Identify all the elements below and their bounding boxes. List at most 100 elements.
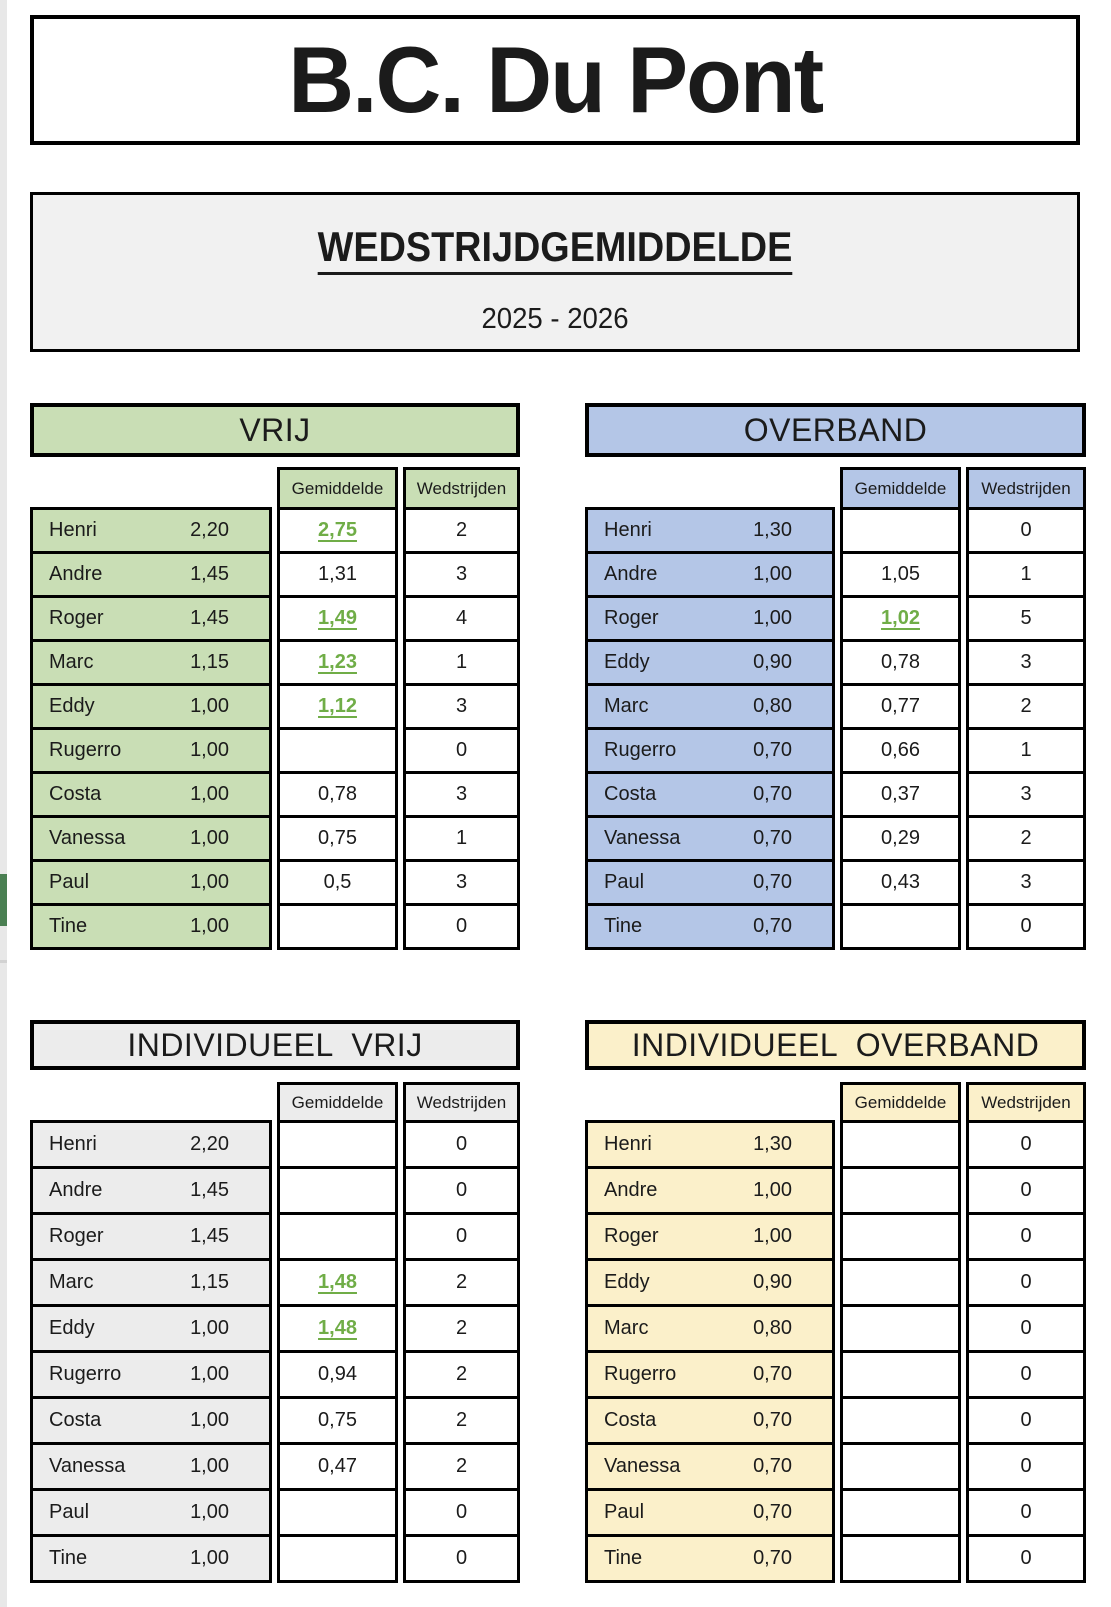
- player-name: Andre: [49, 563, 103, 585]
- gemiddelde-cell: 1,12: [277, 683, 398, 730]
- gemiddelde-cell: 1,48: [277, 1304, 398, 1353]
- player-handicap: 1,45: [190, 1179, 229, 1201]
- player-cell: Andre 1,45: [30, 1166, 272, 1215]
- wedstrijden-cell: 2: [966, 683, 1086, 730]
- player-name: Costa: [49, 783, 102, 805]
- player-name: Paul: [49, 871, 90, 893]
- gemiddelde-cell: [840, 1304, 961, 1353]
- wedstrijden-value: 2: [455, 1409, 468, 1431]
- gemiddelde-cell: 0,29: [840, 815, 961, 862]
- player-name: Tine: [604, 1547, 643, 1569]
- wedstrijden-cell: 2: [966, 815, 1086, 862]
- wedstrijden-value: 0: [455, 1225, 468, 1247]
- player-name: Costa: [49, 1409, 102, 1431]
- gemiddelde-column: Gemiddelde: [840, 1082, 961, 1583]
- gemiddelde-cell: [277, 1212, 398, 1261]
- player-name: Henri: [604, 1133, 652, 1155]
- wedstrijden-value: 1: [1020, 563, 1032, 585]
- wedstrijden-cell: 4: [403, 595, 520, 642]
- club-title-box: B.C. Du Pont: [30, 15, 1080, 145]
- wedstrijden-cell: 3: [403, 683, 520, 730]
- player-handicap: 1,00: [190, 695, 229, 717]
- gemiddelde-value: 1,12: [318, 695, 357, 717]
- table-title: VRIJ: [30, 403, 520, 457]
- player-handicap: 1,00: [753, 1179, 792, 1201]
- gemiddelde-cell: 0,5: [277, 859, 398, 906]
- wedstrijden-value: 0: [1020, 1501, 1032, 1523]
- wedstrijden-value: 0: [1020, 1225, 1032, 1247]
- player-name: Vanessa: [604, 827, 681, 849]
- gemiddelde-cell: [277, 1166, 398, 1215]
- player-handicap: 1,00: [753, 563, 792, 585]
- wedstrijden-cell: 0: [403, 1120, 520, 1169]
- player-name: Rugerro: [604, 739, 677, 761]
- gemiddelde-cell: 1,23: [277, 639, 398, 686]
- gemiddelde-header: Gemiddelde: [277, 467, 398, 510]
- player-cell: Andre 1,00: [585, 551, 835, 598]
- player-name: Henri: [604, 519, 652, 541]
- player-handicap: 0,70: [753, 1455, 792, 1477]
- player-cell: Paul 1,00: [30, 1488, 272, 1537]
- player-cell: Roger 1,00: [585, 595, 835, 642]
- player-handicap: 1,00: [190, 739, 229, 761]
- wedstrijden-cell: 3: [966, 771, 1086, 818]
- wedstrijden-value: 3: [455, 871, 468, 893]
- player-name: Marc: [604, 695, 649, 717]
- wedstrijden-cell: 0: [403, 727, 520, 774]
- wedstrijden-cell: 2: [403, 1442, 520, 1491]
- wedstrijden-cell: 3: [966, 859, 1086, 906]
- player-handicap: 0,70: [753, 1547, 792, 1569]
- player-handicap: 1,00: [753, 1225, 792, 1247]
- wedstrijden-header: Wedstrijden: [966, 467, 1086, 510]
- player-name: Vanessa: [604, 1455, 681, 1477]
- player-handicap: 1,15: [190, 651, 229, 673]
- player-handicap: 1,00: [190, 1409, 229, 1431]
- wedstrijden-value: 2: [1020, 695, 1032, 717]
- player-cell: Henri 1,30: [585, 1120, 835, 1169]
- player-cell: Marc 1,15: [30, 639, 272, 686]
- gemiddelde-cell: 0,94: [277, 1350, 398, 1399]
- wedstrijden-header: Wedstrijden: [966, 1082, 1086, 1123]
- player-handicap: 1,45: [190, 1225, 229, 1247]
- gemiddelde-cell: 0,78: [277, 771, 398, 818]
- gemiddelde-value: 0,75: [318, 1409, 357, 1431]
- wedstrijden-value: 0: [455, 1133, 468, 1155]
- wedstrijden-cell: 3: [403, 859, 520, 906]
- gemiddelde-cell: [277, 903, 398, 950]
- player-column: Henri 2,20 Andre 1,45 Roger 1,45 Marc 1,…: [30, 1120, 272, 1583]
- player-cell: Roger 1,45: [30, 1212, 272, 1261]
- wedstrijden-value: 0: [1020, 1409, 1032, 1431]
- player-handicap: 0,70: [753, 783, 792, 805]
- wedstrijden-cell: 0: [966, 1350, 1086, 1399]
- wedstrijden-value: 0: [1020, 1547, 1032, 1569]
- wedstrijden-value: 3: [455, 695, 468, 717]
- player-cell: Costa 1,00: [30, 771, 272, 818]
- gemiddelde-value: 1,31: [318, 563, 357, 585]
- wedstrijden-value: 1: [455, 827, 468, 849]
- gemiddelde-cell: 0,75: [277, 1396, 398, 1445]
- player-cell: Paul 0,70: [585, 1488, 835, 1537]
- wedstrijden-value: 5: [1020, 607, 1032, 629]
- wedstrijden-cell: 0: [966, 507, 1086, 554]
- gemiddelde-value: 1,02: [881, 607, 920, 629]
- player-cell: Rugerro 1,00: [30, 1350, 272, 1399]
- player-handicap: 0,80: [753, 695, 792, 717]
- wedstrijden-cell: 0: [966, 1166, 1086, 1215]
- wedstrijden-value: 0: [1020, 1133, 1032, 1155]
- player-name: Paul: [604, 1501, 645, 1523]
- gemiddelde-cell: 0,77: [840, 683, 961, 730]
- player-handicap: 1,00: [190, 871, 229, 893]
- table-individueel-overband: INDIVIDUEEL OVERBAND Henri 1,30 Andre 1,…: [585, 1020, 1086, 1600]
- wedstrijden-cell: 0: [966, 903, 1086, 950]
- wedstrijden-value: 3: [1020, 871, 1032, 893]
- wedstrijden-cell: 1: [403, 815, 520, 862]
- player-handicap: 2,20: [190, 519, 229, 541]
- gemiddelde-value: 0,5: [323, 871, 352, 893]
- player-name: Marc: [49, 1271, 94, 1293]
- player-cell: Henri 1,30: [585, 507, 835, 554]
- player-name: Marc: [604, 1317, 649, 1339]
- table-vrij: VRIJ Henri 2,20 Andre 1,45 Roger 1,45 Ma…: [30, 403, 520, 963]
- wedstrijden-column: Wedstrijden 2 3 4 1 3 0 3 1: [403, 467, 520, 950]
- player-handicap: 0,80: [753, 1317, 792, 1339]
- gemiddelde-cell: [840, 1396, 961, 1445]
